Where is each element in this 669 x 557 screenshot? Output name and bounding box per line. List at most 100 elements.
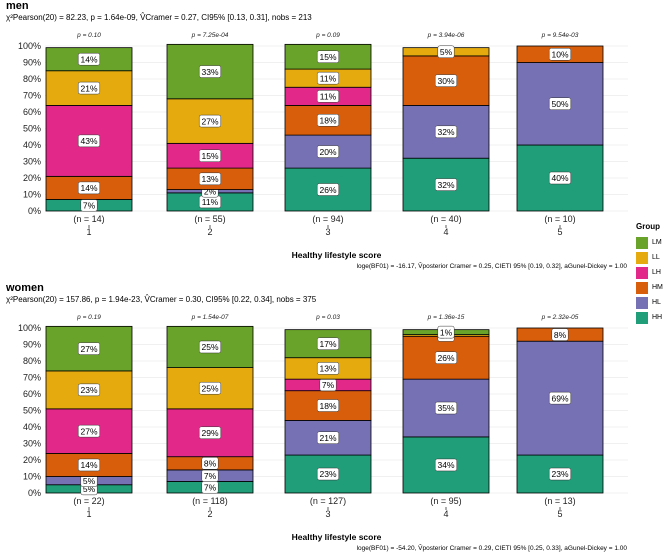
x-axis-label: Healthy lifestyle score — [292, 250, 382, 260]
data-label: 34% — [437, 460, 454, 470]
n-label: (n = 95) — [430, 496, 461, 506]
panel-subtitle-men: χ²Pearson(20) = 82.23, p = 1.64e-09, V̂C… — [6, 13, 312, 22]
legend-label: HM — [652, 284, 663, 291]
data-label: 33% — [201, 67, 218, 77]
data-label: 5% — [83, 476, 96, 486]
data-label: 26% — [319, 185, 336, 195]
y-tick-label: 50% — [23, 124, 41, 134]
p-value-label: p = 1.36e-15 — [427, 314, 465, 321]
p-value-label: p = 0.19 — [76, 314, 101, 321]
y-tick-label: 80% — [23, 356, 41, 366]
data-label-box — [548, 391, 572, 405]
data-label-box — [198, 340, 222, 354]
y-tick-label: 10% — [23, 190, 41, 200]
p-value-label: p = 0.10 — [76, 32, 101, 39]
legend-item-hl: HL — [636, 295, 663, 310]
data-label-box — [198, 426, 222, 440]
data-label: 18% — [319, 115, 336, 125]
y-tick-label: 70% — [23, 373, 41, 383]
n-label: (n = 94) — [312, 214, 343, 224]
data-label: 27% — [201, 116, 218, 126]
p-value-label: p = 9.54e-03 — [541, 32, 579, 39]
y-tick-label: 50% — [23, 406, 41, 416]
panel-subtitle-women: χ²Pearson(20) = 157.86, p = 1.94e-23, V̂… — [6, 295, 317, 304]
data-label-box — [316, 399, 340, 412]
data-label: 29% — [201, 428, 218, 438]
legend-item-lh: LH — [636, 265, 663, 280]
data-label-box — [198, 172, 222, 186]
y-tick-label: 10% — [23, 472, 41, 482]
data-label: 13% — [201, 174, 218, 184]
data-label: 7% — [204, 482, 217, 492]
y-tick-label: 90% — [23, 58, 41, 68]
data-label-box — [437, 325, 455, 339]
y-tick-label: 20% — [23, 173, 41, 183]
data-label: 8% — [204, 459, 217, 469]
data-label: 23% — [551, 469, 568, 479]
p-value-label: p = 0.09 — [315, 32, 340, 39]
x-tick-label: 5 — [557, 227, 562, 237]
n-label: (n = 127) — [310, 496, 346, 506]
data-label-box — [316, 50, 340, 63]
legend-swatch — [636, 281, 648, 294]
legend-items: LM LL LH HM HL HH — [636, 235, 663, 325]
data-label-box — [548, 171, 572, 185]
legend-label: LH — [652, 269, 661, 276]
data-label-box — [434, 401, 458, 415]
x-tick-label: 4 — [443, 509, 448, 519]
panel-caption-women: loge(BF01) = -54.20, V̂posterior Cramer … — [356, 545, 627, 552]
data-label-box — [548, 97, 572, 110]
data-label: 30% — [437, 76, 454, 86]
data-label: 2% — [204, 186, 217, 196]
n-label: (n = 40) — [430, 214, 461, 224]
data-label: 7% — [322, 380, 335, 390]
legend: Group LM LL LH HM HL HH — [636, 222, 663, 325]
data-label: 18% — [319, 401, 336, 411]
y-tick-label: 20% — [23, 455, 41, 465]
legend-item-hm: HM — [636, 280, 663, 295]
data-label: 13% — [319, 364, 336, 374]
data-label: 35% — [437, 403, 454, 413]
data-label-box — [316, 71, 340, 85]
data-label: 10% — [551, 49, 568, 59]
data-label: 32% — [437, 180, 454, 190]
data-label-box — [316, 183, 340, 196]
y-tick-label: 100% — [18, 323, 41, 333]
data-label-box — [437, 45, 455, 59]
data-label: 23% — [80, 385, 97, 395]
n-label: (n = 55) — [194, 214, 225, 224]
data-label-box — [77, 181, 101, 195]
legend-swatch — [636, 251, 648, 264]
y-tick-label: 40% — [23, 422, 41, 432]
legend-label: LL — [652, 254, 660, 261]
data-label: 21% — [319, 433, 336, 443]
data-label-box — [198, 149, 222, 162]
data-label: 8% — [554, 330, 567, 340]
legend-label: HL — [652, 299, 661, 306]
legend-item-lm: LM — [636, 235, 663, 250]
data-label: 11% — [320, 92, 337, 102]
panel-title-men: men — [6, 0, 29, 12]
y-tick-label: 30% — [23, 439, 41, 449]
x-tick-label: 4 — [443, 227, 448, 237]
data-label: 50% — [551, 99, 568, 109]
data-label-box — [316, 467, 340, 481]
data-label: 69% — [551, 393, 568, 403]
data-label-box — [77, 424, 101, 438]
data-label-box — [316, 114, 340, 127]
n-label: (n = 118) — [192, 496, 228, 506]
data-label-box — [548, 48, 572, 61]
data-label: 14% — [80, 54, 97, 64]
p-value-label: p = 0.03 — [315, 314, 340, 321]
data-label-box — [201, 457, 219, 470]
data-label-box — [434, 74, 458, 87]
data-label-box — [434, 125, 458, 139]
legend-label: LM — [652, 239, 662, 246]
data-label-box — [316, 145, 340, 158]
data-label-box — [551, 328, 569, 341]
legend-swatch — [636, 296, 648, 309]
p-value-label: p = 3.94e-06 — [427, 32, 465, 39]
y-tick-label: 90% — [23, 340, 41, 350]
data-label-box — [316, 337, 340, 350]
